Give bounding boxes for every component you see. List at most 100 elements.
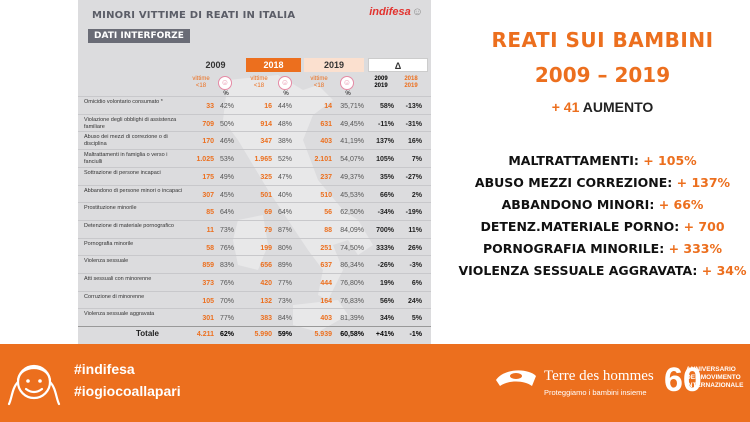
row-label: Violazione degli obblighi di assistenza … — [84, 116, 177, 130]
cell-d2: 26% — [407, 244, 422, 252]
row-label: Abbandono di persone minori o incapaci — [84, 187, 183, 194]
stat-value: + 700 — [683, 219, 725, 234]
stat-label: DETENZ.MATERIALE PORNO: — [480, 219, 680, 234]
cell-p2019: 84,09% — [340, 226, 364, 234]
cell-d2: -13% — [405, 103, 422, 110]
girl-face-icon: ☺ — [218, 76, 232, 90]
hashtag-iogiocoallapari[interactable]: #iogiocoallapari — [74, 383, 181, 399]
year-tab-2018: 2018 — [246, 58, 301, 72]
cell-p2018: 38% — [277, 138, 292, 146]
cell-v2009: 373 — [202, 280, 214, 287]
stat-label: MALTRATTAMENTI: — [508, 153, 639, 168]
terre-des-hommes-logo: Terre des hommes Proteggiamo i bambini i… — [494, 362, 662, 406]
table-row: Omicidio volontario consumato * 33 42% 16 44… — [78, 96, 431, 116]
cell-v2009: 1.025 — [196, 156, 214, 164]
cell-v2009: 301 — [202, 315, 214, 323]
cell-d2: -31% — [405, 120, 422, 128]
cell-d2: 11% — [408, 226, 422, 234]
cell-v2019: 251 — [320, 244, 332, 252]
girl-face-icon: ☺ — [278, 76, 292, 90]
table-row: Atti sessuali con minorenne 373 76% 420 77% 4… — [78, 273, 431, 293]
table-row: Maltrattamenti in famiglia o verso i fan… — [78, 149, 431, 169]
org-name: Terre des hommes — [544, 368, 654, 384]
cell-p2019: 81,39% — [340, 315, 364, 323]
cell-d1: 66% — [379, 191, 394, 199]
cell-v2018: 199 — [260, 244, 272, 252]
stat-label: ABUSO MEZZI CORREZIONE: — [474, 175, 673, 190]
cell-v2009: 170 — [202, 138, 214, 146]
cell-p2019: 35,71% — [340, 103, 364, 110]
cell-v2018: 79 — [264, 226, 272, 234]
girl-face-icon: ☺ — [340, 76, 354, 90]
year-tab-2009: 2009 — [205, 60, 226, 70]
col-victims-2009: vittime <18 — [192, 76, 210, 89]
stat-value: + 105% — [643, 153, 697, 168]
stat-item: MALTRATTAMENTI: + 105% — [455, 150, 750, 172]
anniversary-number: 60 — [664, 361, 702, 399]
row-label: Abuso dei mezzi di correzione o di disci… — [84, 134, 168, 148]
cell-v2009: 175 — [202, 173, 214, 181]
increase-number: + 41 — [551, 99, 580, 115]
cell-v2009: 58 — [206, 244, 214, 252]
cell-d2: -19% — [405, 209, 422, 217]
cell-p2018: 77% — [277, 280, 292, 287]
cell-v2018: 420 — [260, 280, 272, 287]
stat-item: VIOLENZA SESSUALE AGGRAVATA: + 34% — [455, 260, 750, 282]
stat-label: ABBANDONO MINORI: — [501, 197, 655, 212]
total-p2018: 59% — [277, 331, 292, 338]
cell-v2019: 164 — [320, 297, 332, 305]
cell-p2018: 80% — [277, 244, 292, 252]
cell-p2019: 76,83% — [340, 297, 364, 305]
cell-d1: -34% — [377, 209, 394, 217]
eye-icon — [496, 370, 536, 386]
total-label: Totale — [136, 329, 159, 338]
stat-item: DETENZ.MATERIALE PORNO: + 700 — [455, 216, 750, 238]
cell-d1: -26% — [377, 262, 394, 270]
cell-p2018: 73% — [277, 297, 292, 305]
table-row: Pornografia minorile 58 76% 199 80% 251 74,50%… — [78, 237, 431, 258]
total-d1: +41% — [375, 331, 394, 338]
cell-v2018: 914 — [260, 120, 272, 128]
cell-d1: 35% — [379, 173, 394, 181]
stat-value: + 66% — [658, 197, 704, 212]
cell-d1: 19% — [379, 280, 394, 287]
cell-p2009: 83% — [219, 262, 234, 270]
stat-label: VIOLENZA SESSUALE AGGRAVATA: — [458, 263, 698, 278]
cell-v2018: 383 — [260, 315, 272, 323]
stat-value: + 34% — [701, 263, 747, 278]
headline-panel: REATI SUI BAMBINI 2009 – 2019 + 41 AUMEN… — [455, 0, 750, 344]
cell-d2: 5% — [411, 315, 422, 323]
row-label: Corruzione di minorenne — [84, 293, 145, 300]
footer-bar: #indifesa #iogiocoallapari Terre des hom… — [0, 344, 750, 422]
table-row: Violenza sessuale 859 83% 656 89% 637 86,34% -2… — [78, 255, 431, 275]
cell-d1: -11% — [378, 120, 394, 128]
cell-p2019: 54,07% — [340, 156, 364, 164]
table-row: Corruzione di minorenne 105 70% 132 73% 164 76… — [78, 290, 431, 311]
cell-p2009: 45% — [219, 191, 234, 199]
row-label: Pornografia minorile — [84, 240, 134, 247]
cell-p2009: 76% — [219, 244, 234, 252]
indifesa-logo: indifesa☺ — [369, 6, 423, 18]
cell-p2019: 49,37% — [340, 173, 364, 181]
total-v2018: 5.990 — [254, 331, 272, 338]
hashtag-indifesa[interactable]: #indifesa — [74, 361, 135, 377]
cell-v2009: 11 — [206, 226, 214, 234]
cell-v2019: 88 — [324, 226, 332, 234]
row-label: Atti sessuali con minorenne — [84, 276, 152, 282]
cell-v2019: 444 — [320, 280, 332, 287]
cell-p2009: 64% — [219, 209, 234, 217]
total-row: Totale 4.211 62% 5.990 59% 5.939 60,58% … — [78, 326, 431, 342]
card-header: MINORI VITTIME DI REATI IN ITALIA DATI I… — [78, 0, 431, 52]
cell-v2018: 132 — [260, 297, 272, 305]
headline-increase: + 41 AUMENTO — [455, 99, 750, 115]
cell-v2009: 33 — [206, 103, 214, 110]
hashtags: #indifesa #iogiocoallapari — [74, 358, 181, 402]
stat-label: PORNOGRAFIA MINORILE: — [482, 241, 665, 256]
cell-v2018: 501 — [260, 191, 272, 199]
table-row: Abuso dei mezzi di correzione o di disci… — [78, 131, 431, 151]
cell-d2: 6% — [411, 280, 422, 287]
total-p2019: 60,58% — [340, 331, 364, 338]
cell-d1: 105% — [376, 156, 394, 164]
cell-p2019: 45,53% — [340, 191, 364, 199]
cell-v2018: 325 — [260, 173, 272, 181]
